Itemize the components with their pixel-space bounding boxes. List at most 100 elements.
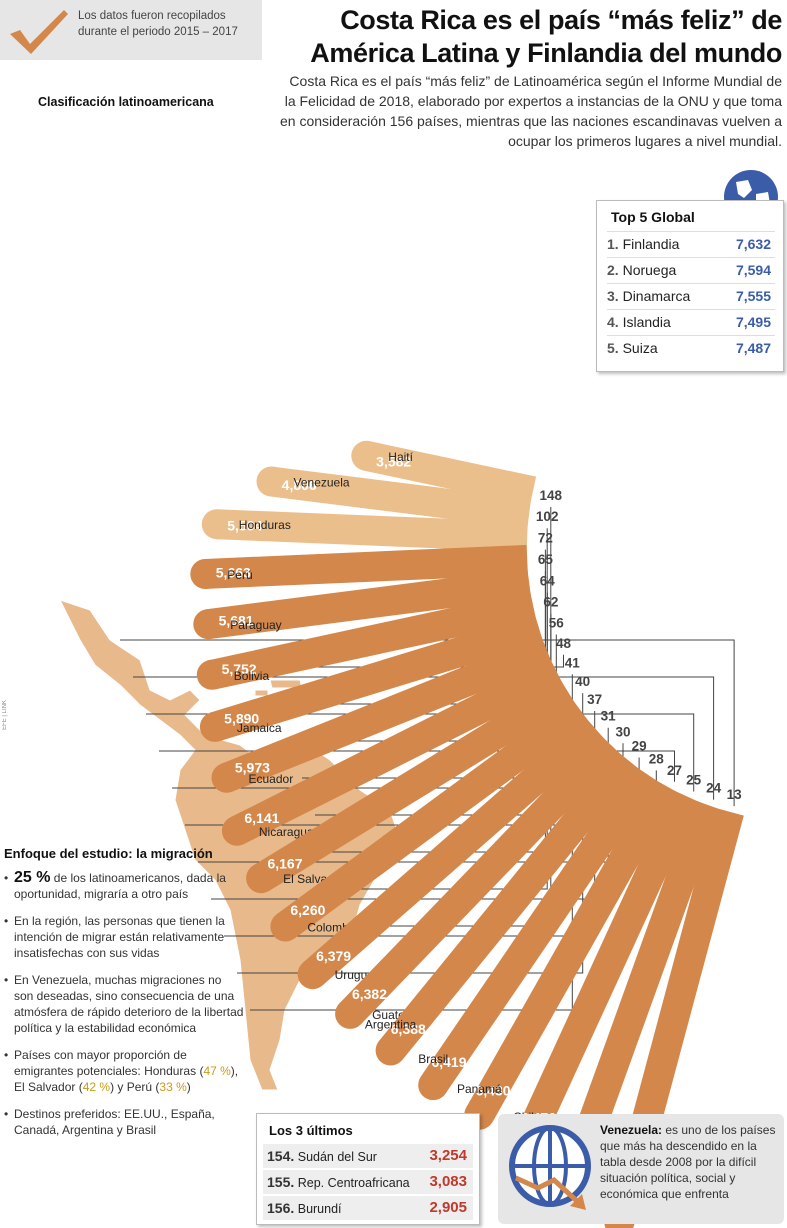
bar-cap bbox=[297, 959, 328, 990]
bar bbox=[204, 544, 528, 589]
last3-box: Los 3 últimos 154. Sudán del Sur 3,254 1… bbox=[256, 1113, 480, 1225]
world-rank-label: 65 bbox=[538, 552, 554, 567]
bar bbox=[276, 697, 589, 939]
focus-text: ) bbox=[186, 1080, 191, 1094]
honduras-percent: 47 % bbox=[203, 1064, 231, 1078]
last3-rank: 156. bbox=[267, 1200, 295, 1216]
bar-cap bbox=[351, 440, 382, 471]
bar bbox=[206, 568, 532, 639]
bar bbox=[230, 657, 563, 845]
top5-row: 3. Dinamarca 7,555 bbox=[607, 283, 775, 308]
world-rank-label: 37 bbox=[587, 692, 602, 707]
world-rank-label: 13 bbox=[727, 787, 743, 802]
world-rank-label: 25 bbox=[686, 773, 702, 788]
bar-cap bbox=[199, 711, 230, 742]
bar bbox=[363, 441, 537, 506]
world-rank-label: 28 bbox=[649, 751, 665, 766]
focus-text: de los latinoamericanos, dada la oportun… bbox=[14, 871, 226, 901]
focus-text: Países con mayor proporción de emigrante… bbox=[14, 1048, 204, 1078]
bar-value-label: 6,419 bbox=[431, 1054, 466, 1070]
country-label: Brasil bbox=[418, 1052, 448, 1066]
last3-row: 154. Sudán del Sur 3,254 bbox=[263, 1144, 473, 1168]
declining-globe-icon bbox=[509, 1125, 591, 1210]
world-rank-label: 40 bbox=[575, 674, 590, 689]
page-title: Costa Rica es el país “más feliz” de Amé… bbox=[310, 5, 782, 68]
bar-cap bbox=[193, 609, 224, 640]
leader-line bbox=[133, 676, 715, 800]
focus-text: ) y Perú ( bbox=[110, 1080, 160, 1094]
bar-value-label: 6,430 bbox=[476, 1082, 511, 1098]
bar bbox=[220, 635, 553, 792]
country-label: Argentina bbox=[365, 1018, 417, 1032]
leader-line bbox=[146, 713, 695, 792]
country-label: Venezuela bbox=[294, 476, 350, 490]
bar-cap bbox=[335, 998, 366, 1029]
data-note: Los datos fueron recopilados durante el … bbox=[78, 10, 238, 38]
top5-rank: 3. bbox=[607, 288, 619, 304]
world-rank-label: 31 bbox=[601, 709, 617, 724]
top5-rank: 2. bbox=[607, 262, 619, 278]
study-focus-panel: Enfoque del estudio: la migración 25 % d… bbox=[4, 846, 244, 1149]
top5-title: Top 5 Global bbox=[611, 209, 695, 225]
focus-bullet: Destinos preferidos: EE.UU., España, Can… bbox=[4, 1106, 244, 1138]
top5-rank: 5. bbox=[607, 340, 619, 356]
bar bbox=[513, 789, 700, 1150]
venezuela-note: Venezuela: es uno de los países que más … bbox=[498, 1114, 784, 1224]
world-rank-label: 148 bbox=[540, 488, 563, 503]
bar bbox=[563, 799, 722, 1170]
country-label: Panamá bbox=[457, 1082, 502, 1096]
last3-value: 3,083 bbox=[429, 1173, 467, 1190]
peru-percent: 33 % bbox=[159, 1080, 187, 1094]
ranking-title: Clasificación latinoamericana bbox=[38, 95, 214, 109]
last3-row: 156. Burundí 2,905 bbox=[263, 1196, 473, 1220]
bar bbox=[302, 716, 605, 986]
country-label: Bolivia bbox=[234, 669, 270, 683]
country-label: Jamaica bbox=[237, 721, 282, 735]
bar-value-label: 5,752 bbox=[222, 661, 257, 677]
bar-cap bbox=[270, 911, 301, 942]
top5-row: 5. Suiza 7,487 bbox=[607, 335, 775, 360]
world-rank-label: 56 bbox=[549, 616, 565, 631]
bar-value-label: 6,141 bbox=[244, 810, 279, 826]
elsalvador-percent: 42 % bbox=[82, 1080, 111, 1094]
bar bbox=[339, 734, 622, 1025]
bar-value-label: 6,382 bbox=[352, 986, 387, 1002]
top5-country: Finlandia bbox=[622, 236, 680, 252]
focus-bullet: En la región, las personas que tienen la… bbox=[4, 913, 244, 961]
bar-cap bbox=[190, 559, 221, 589]
venezuela-desc: es uno de los países que más ha descendi… bbox=[600, 1123, 776, 1201]
top5-box: Top 5 Global 1. Finlandia 7,632 2. Norue… bbox=[596, 200, 784, 372]
bar-value-label: 3,582 bbox=[376, 454, 411, 470]
world-rank-label: 41 bbox=[565, 655, 581, 670]
focus-bullet: 25 % de los latinoamericanos, dada la op… bbox=[4, 870, 244, 902]
country-label: Nicaragua bbox=[259, 825, 314, 839]
last3-country: Rep. Centroafricana bbox=[297, 1176, 410, 1190]
last3-country: Sudán del Sur bbox=[297, 1150, 377, 1164]
bar-cap bbox=[201, 509, 232, 540]
migration-percent: 25 % bbox=[14, 869, 51, 886]
top5-country: Noruega bbox=[622, 262, 677, 278]
last3-rank: 155. bbox=[267, 1174, 295, 1190]
focus-bullet: En Venezuela, muchas migraciones no son … bbox=[4, 972, 244, 1036]
credit: EFE | LINK bbox=[2, 700, 8, 730]
bar bbox=[216, 509, 528, 552]
top5-value: 7,495 bbox=[735, 314, 771, 330]
top5-country: Islandia bbox=[622, 314, 671, 330]
bar bbox=[269, 466, 531, 529]
last3-row: 155. Rep. Centroafricana 3,083 bbox=[263, 1170, 473, 1194]
country-label: Honduras bbox=[239, 518, 291, 532]
focus-title: Enfoque del estudio: la migración bbox=[4, 846, 213, 861]
checkmark-icon bbox=[10, 10, 68, 54]
bar-value-label: 5,973 bbox=[235, 759, 270, 775]
country-label: Paraguay bbox=[230, 618, 281, 632]
bar-value-label: 5,890 bbox=[224, 711, 259, 727]
intro-text: Costa Rica es el país “más feliz” de Lat… bbox=[280, 73, 782, 149]
bar-value-label: 4,806 bbox=[282, 477, 317, 493]
bar-cap bbox=[256, 466, 287, 497]
country-label: Haití bbox=[388, 450, 413, 464]
bar-value-label: 5,681 bbox=[219, 613, 254, 629]
top5-value: 7,594 bbox=[735, 262, 771, 278]
last3-rank: 154. bbox=[267, 1148, 295, 1164]
bar bbox=[208, 590, 537, 690]
